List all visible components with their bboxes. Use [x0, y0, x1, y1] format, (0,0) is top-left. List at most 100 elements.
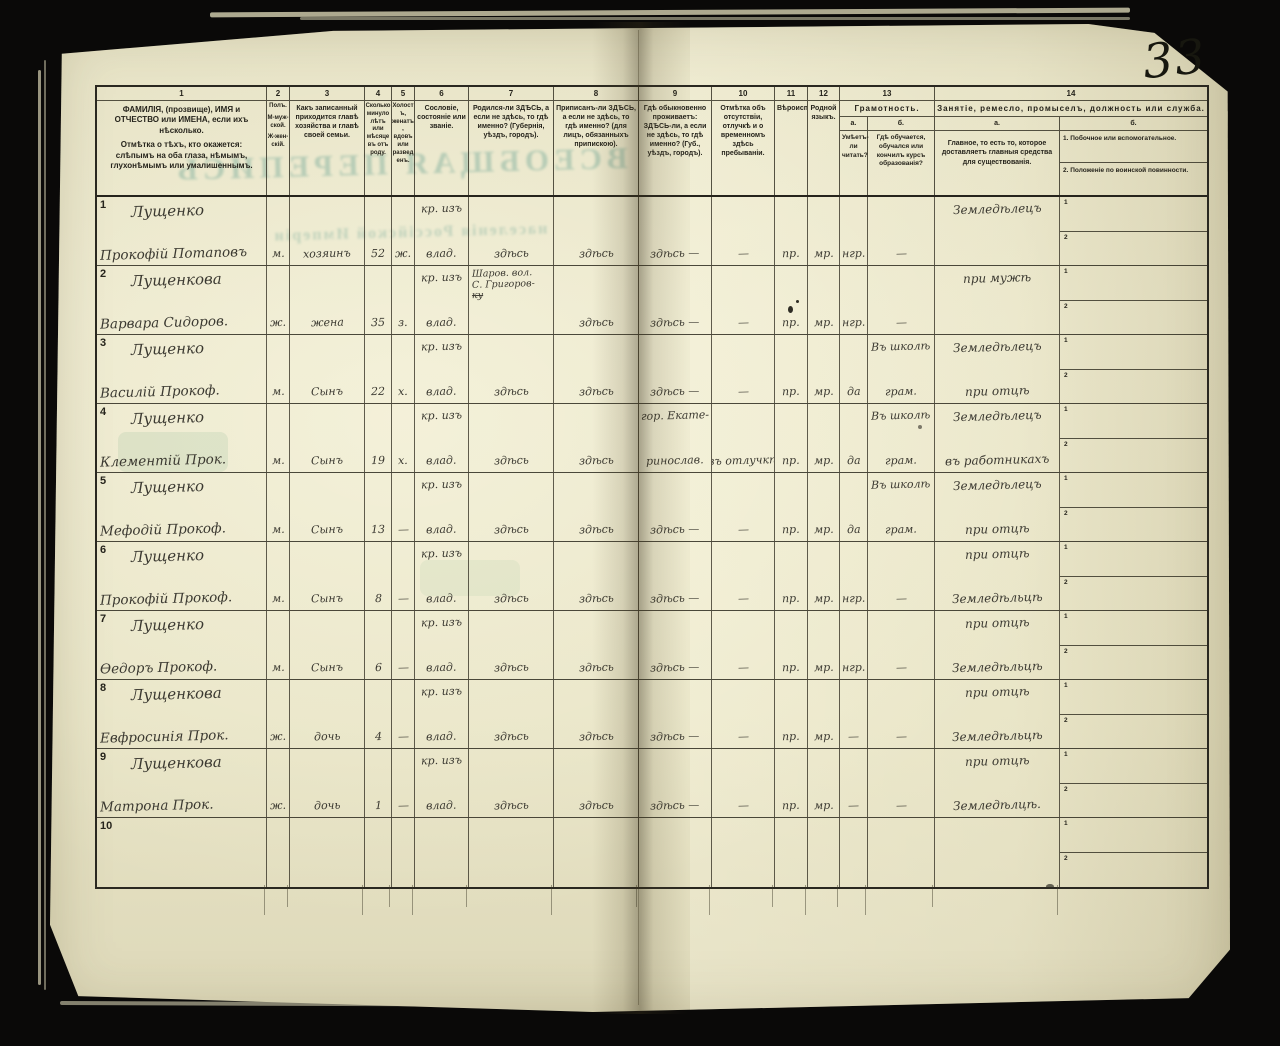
- relation-cell: дочь: [290, 749, 365, 817]
- occupation-b1-desc: 1. Побочное или вспомогательное.: [1060, 131, 1207, 163]
- registered-cell-value: здѣсь: [578, 798, 614, 813]
- language-cell-value: мр.: [813, 591, 834, 606]
- birthplace-cell: здѣсь: [469, 680, 554, 748]
- sex-cell-value: м.: [271, 384, 285, 399]
- ink-speck: [796, 300, 799, 303]
- absence-cell: —: [712, 749, 775, 817]
- column-line-tails: [95, 885, 1205, 921]
- school-cell-line: —: [895, 729, 907, 744]
- col-number: 5: [392, 87, 414, 101]
- language-cell-value: мр.: [813, 522, 834, 537]
- military-sub-label: 1: [1064, 337, 1068, 344]
- row-number: 7: [100, 613, 107, 625]
- col-number: 4: [365, 87, 391, 101]
- military-sub-label: 1: [1064, 820, 1068, 827]
- school-cell: —: [868, 542, 935, 610]
- residence-cell-line: здѣсь —: [650, 246, 700, 261]
- marital-cell-value: —: [397, 798, 409, 813]
- relation-cell-value: Сынъ: [310, 522, 344, 537]
- military-sub-1: 1: [1060, 335, 1207, 370]
- col-number: 2: [267, 87, 289, 101]
- school-cell-line: —: [895, 315, 907, 330]
- estate-cell: [415, 818, 469, 887]
- name-cell: 7 Лущенко Ѳедоръ Прокоф.: [97, 611, 267, 679]
- military-sub-label: 2: [1064, 855, 1068, 862]
- occupation-cell-line: Земледѣльцѣ: [951, 658, 1043, 676]
- sex-cell: м.: [267, 197, 290, 265]
- surname: Лущенко: [130, 408, 205, 428]
- row-number: 8: [100, 682, 107, 694]
- language-cell: мр.: [808, 404, 840, 472]
- literacy-title: Грамотность.: [840, 101, 934, 117]
- census-table: 1 ФАМИЛІЯ, (прозвище), ИМЯ и ОТЧЕСТВО ил…: [95, 85, 1209, 889]
- sex-cell: м.: [267, 335, 290, 403]
- language-cell: мр.: [808, 266, 840, 334]
- paper-spread: [50, 23, 1230, 1013]
- header-col-6: 6 Сословіе, состояніе или званіе.: [415, 87, 469, 195]
- military-sub-2: 2: [1060, 508, 1207, 542]
- language-cell: мр.: [808, 542, 840, 610]
- page-stack-edge: [38, 70, 41, 985]
- header-text: Вѣроисповѣданіе.: [777, 105, 807, 112]
- relation-cell-value: дочь: [313, 729, 341, 744]
- registered-cell: здѣсь: [554, 749, 639, 817]
- relation-cell: хозяинъ: [290, 197, 365, 265]
- literacy-cell: нгр.: [840, 197, 868, 265]
- name-cell: 8 Лущенкова Евфросинія Прок.: [97, 680, 267, 748]
- col-number: 10: [712, 87, 774, 101]
- language-cell-value: мр.: [813, 246, 834, 261]
- col-number: 12: [808, 87, 839, 101]
- header-col-10: 10 Отмѣтка объ отсутствіи, отлучкѣ и о в…: [712, 87, 775, 195]
- sub-label-b: б.: [897, 120, 904, 127]
- military-sub-label: 1: [1064, 544, 1068, 551]
- literacy-cell: да: [840, 335, 868, 403]
- language-cell: мр.: [808, 197, 840, 265]
- school-cell: —: [868, 749, 935, 817]
- relation-cell-value: Сынъ: [310, 591, 344, 606]
- header-text: Сколько минуло лѣтъ или мѣсяцевъ отъ род…: [365, 103, 391, 156]
- age-cell: 6: [365, 611, 392, 679]
- name-cell: 1 Лущенко Прокофій Потаповъ: [97, 197, 267, 265]
- military-sub-label: 2: [1064, 716, 1068, 724]
- header-text: Какъ записанный приходится главѣ хозяйст…: [295, 105, 359, 140]
- literacy-cell-value: —: [847, 798, 860, 813]
- literacy-cell: нгр.: [840, 266, 868, 334]
- absence-cell: —: [712, 266, 775, 334]
- registered-cell: здѣсь: [554, 266, 639, 334]
- col-number: 13: [840, 87, 934, 101]
- occupation-cell-line: Земледѣлецъ: [952, 476, 1042, 494]
- literacy-cell: нгр.: [840, 611, 868, 679]
- religion-cell-value: пр.: [782, 246, 800, 261]
- birthplace-cell-line: здѣсь: [493, 660, 529, 675]
- occupation-cell: при отцѣ Земледѣльцѣ: [935, 611, 1060, 679]
- occupation-a-desc: Главное, то есть то, которое доставляетъ…: [935, 131, 1060, 195]
- header-text: ФАМИЛІЯ, (прозвище), ИМЯ и ОТЧЕСТВО или …: [114, 105, 249, 135]
- age-cell-value: 52: [370, 246, 386, 261]
- surname: Лущенкова: [130, 752, 222, 774]
- header-col-14-occupation: 14 Занятіе, ремесло, промыселъ, должност…: [935, 87, 1207, 195]
- military-sub-label: 1: [1064, 751, 1068, 758]
- estate-cell-line: кр. изъ: [420, 684, 463, 699]
- header-text: Отмѣтка о тѣхъ, кто окажется: слѣпымъ на…: [110, 140, 253, 170]
- header-text: Родился-ли ЗДѢСЬ, а если не здѣсь, то гд…: [472, 105, 550, 140]
- age-cell-value: 19: [370, 453, 386, 468]
- residence-cell: здѣсь —: [639, 542, 712, 610]
- residence-cell-line: здѣсь —: [650, 522, 700, 537]
- school-cell-line: —: [895, 591, 907, 606]
- absence-cell-value: —: [737, 246, 749, 261]
- language-cell-value: мр.: [813, 660, 834, 675]
- name-cell: 10: [97, 818, 267, 887]
- table-body: 1 Лущенко Прокофій Потаповъ м. хозяинъ 52 ж. кр…: [97, 197, 1207, 887]
- sex-cell: м.: [267, 611, 290, 679]
- occupation-cell-line: при отцѣ: [964, 684, 1030, 700]
- military-sub-label: 1: [1064, 475, 1068, 482]
- occupation-cell-line: при отцѣ: [964, 615, 1030, 631]
- residence-cell-line: здѣсь —: [650, 729, 700, 744]
- row-number: 5: [100, 475, 107, 487]
- estate-cell-line: кр. изъ: [420, 477, 463, 492]
- table-row: 9 Лущенкова Матрона Прок. ж. дочь 1 — кр. изъ вл…: [97, 749, 1207, 818]
- military-sub-2: 2: [1060, 715, 1207, 749]
- military-sub-2: 2: [1060, 301, 1207, 335]
- occupation-cell: Земледѣлецъ при отцѣ: [935, 335, 1060, 403]
